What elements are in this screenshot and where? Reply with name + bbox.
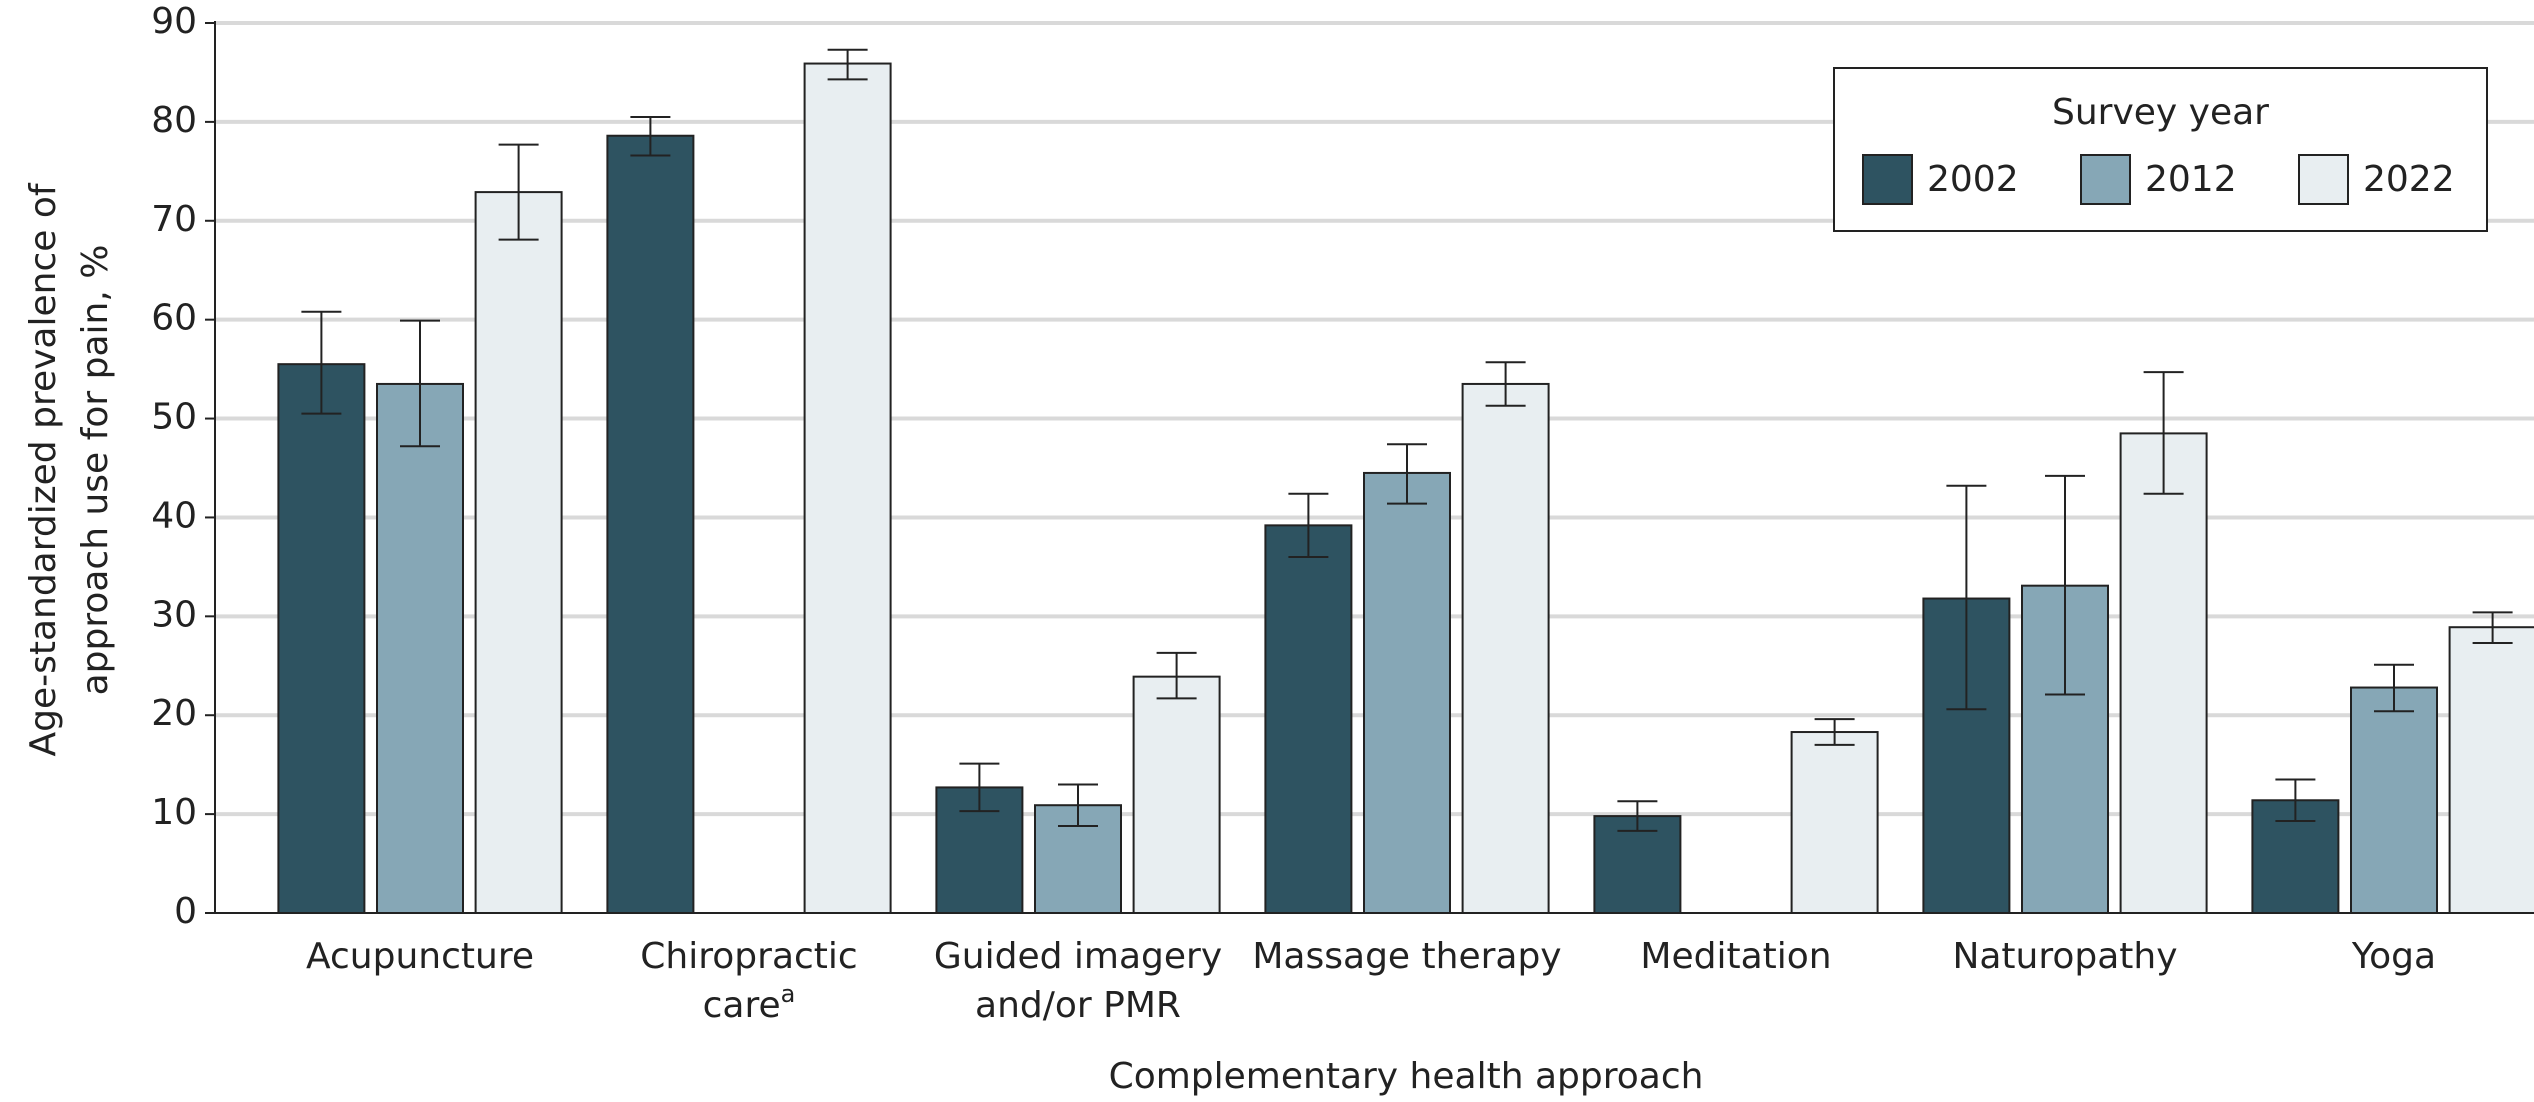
x-tick-label-text: and/or PMR bbox=[975, 985, 1181, 1026]
bar bbox=[1363, 471, 1451, 914]
x-tick-label-text: care bbox=[703, 985, 781, 1026]
y-axis-title: Age-standardized prevalence of bbox=[23, 182, 64, 756]
y-tick-label: 10 bbox=[151, 792, 197, 833]
x-tick-label: Massage therapy bbox=[1252, 936, 1561, 977]
error-bar bbox=[2472, 611, 2513, 645]
bar bbox=[2350, 686, 2438, 914]
x-tick-label: carea bbox=[703, 980, 796, 1026]
bar bbox=[277, 363, 366, 914]
y-tick-label: 50 bbox=[151, 397, 197, 438]
x-tick-label: Acupuncture bbox=[306, 936, 534, 977]
y-axis-title: approach use for pain, % bbox=[75, 245, 116, 696]
error-bar bbox=[1058, 783, 1098, 827]
x-tick-label-text: Naturopathy bbox=[1952, 936, 2177, 977]
bar bbox=[606, 134, 695, 914]
legend-swatch bbox=[2080, 154, 2131, 205]
y-tick-label: 40 bbox=[151, 495, 197, 536]
y-tick-label: 60 bbox=[151, 298, 197, 339]
legend-label: 2022 bbox=[2363, 159, 2455, 200]
bar bbox=[2119, 432, 2208, 914]
y-tick-label: 0 bbox=[174, 891, 197, 932]
error-bar bbox=[959, 762, 1000, 813]
error-bar bbox=[400, 319, 440, 448]
bar bbox=[1264, 524, 1353, 914]
legend-label: 2012 bbox=[2145, 159, 2237, 200]
error-bar bbox=[827, 48, 868, 81]
error-bar bbox=[498, 143, 539, 241]
x-tick-label: and/or PMR bbox=[975, 985, 1181, 1026]
error-bar bbox=[630, 115, 671, 157]
footnote-mark: a bbox=[781, 980, 796, 1008]
bar bbox=[1593, 815, 1682, 914]
x-tick-label: Naturopathy bbox=[1952, 936, 2177, 977]
error-bar bbox=[1814, 718, 1855, 746]
bar bbox=[474, 191, 563, 915]
y-tick-label: 30 bbox=[151, 594, 197, 635]
x-tick-label: Guided imagery bbox=[934, 936, 1222, 977]
error-bar bbox=[301, 310, 342, 415]
x-axis-title: Complementary health approach bbox=[1109, 1056, 1704, 1097]
x-tick-label: Yoga bbox=[2351, 936, 2436, 977]
bar bbox=[803, 62, 892, 915]
error-bar bbox=[1387, 443, 1427, 505]
y-tick-label: 80 bbox=[151, 100, 197, 141]
x-tick-label-text: Chiropractic bbox=[640, 936, 857, 977]
y-tick-label: 20 bbox=[151, 693, 197, 734]
error-bar bbox=[1617, 800, 1658, 832]
bar bbox=[1132, 675, 1221, 915]
error-bar bbox=[2374, 663, 2414, 713]
legend-swatch bbox=[1862, 154, 1913, 205]
error-bar bbox=[2143, 371, 2184, 495]
y-tick-label: 90 bbox=[151, 1, 197, 42]
y-tick-label: 70 bbox=[151, 199, 197, 240]
x-tick-label-text: Yoga bbox=[2351, 936, 2436, 977]
bar bbox=[1790, 731, 1879, 914]
legend-swatch bbox=[2298, 154, 2349, 205]
error-bar bbox=[1156, 651, 1197, 700]
error-bar bbox=[1288, 492, 1329, 558]
bar bbox=[1461, 382, 1550, 914]
error-bar bbox=[1485, 361, 1526, 407]
x-tick-label-text: Massage therapy bbox=[1252, 936, 1561, 977]
bar bbox=[2448, 626, 2534, 914]
x-tick-label: Meditation bbox=[1640, 936, 1831, 977]
bar bbox=[376, 382, 464, 914]
error-bar bbox=[1946, 484, 1987, 711]
legend-label: 2002 bbox=[1927, 159, 2019, 200]
x-tick-label: Chiropractic bbox=[640, 936, 857, 977]
error-bar bbox=[2045, 474, 2085, 696]
x-tick-label-text: Acupuncture bbox=[306, 936, 534, 977]
legend-box bbox=[1833, 67, 2488, 232]
error-bar bbox=[2275, 778, 2316, 823]
x-tick-label-text: Meditation bbox=[1640, 936, 1831, 977]
legend-title: Survey year bbox=[2052, 92, 2269, 133]
x-tick-label-text: Guided imagery bbox=[934, 936, 1222, 977]
